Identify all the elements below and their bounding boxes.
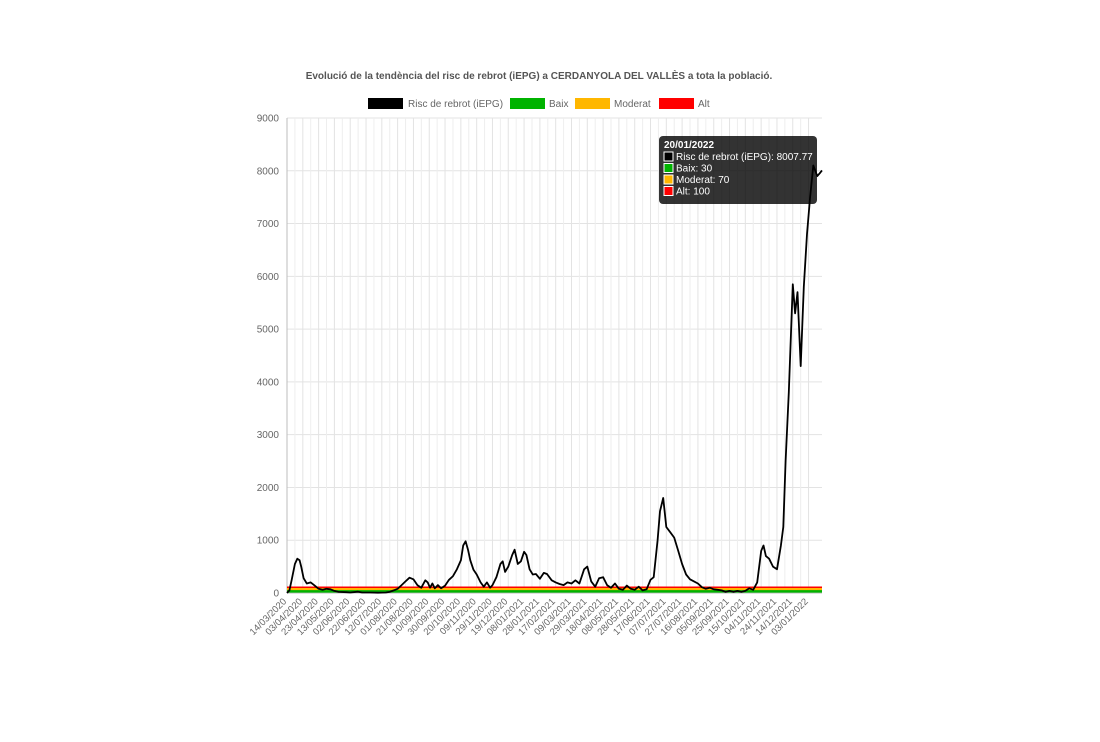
legend-label[interactable]: Risc de rebrot (iEPG) (408, 99, 503, 110)
y-tick-label: 1000 (257, 536, 280, 547)
y-tick-label: 2000 (257, 483, 280, 494)
tooltip-swatch (663, 151, 674, 162)
legend-label[interactable]: Baix (549, 99, 568, 110)
legend-label[interactable]: Moderat (614, 99, 651, 110)
tooltip-line: Moderat: 70 (676, 175, 730, 186)
tooltip-swatch (663, 174, 674, 185)
tooltip-swatch (663, 186, 674, 196)
legend[interactable]: Risc de rebrot (iEPG) Baix Moderat Alt (368, 98, 710, 110)
y-tick-label: 5000 (257, 325, 280, 336)
legend-swatch[interactable] (368, 98, 403, 109)
tooltip-line: Baix: 30 (676, 164, 713, 175)
legend-swatch[interactable] (659, 98, 694, 109)
tooltip-title: 20/01/2022 (664, 140, 714, 151)
y-tick-label: 0 (273, 589, 279, 600)
x-axis: 14/03/202003/04/202023/04/202013/05/2020… (248, 596, 811, 637)
chart-title: Evolució de la tendència del risc de reb… (306, 69, 773, 82)
legend-swatch[interactable] (510, 98, 545, 109)
y-tick-label: 8000 (257, 166, 280, 177)
legend-label[interactable]: Alt (698, 99, 710, 110)
y-tick-label: 4000 (257, 377, 280, 388)
series-line[interactable] (286, 164, 823, 594)
tooltip-line: Risc de rebrot (iEPG): 8007.77 (676, 152, 813, 163)
y-tick-label: 9000 (257, 114, 280, 125)
tooltip-line: Alt: 100 (676, 187, 710, 198)
y-axis: 0 1000 2000 3000 4000 5000 6000 7000 8000 9000 (257, 114, 280, 600)
y-tick-label: 3000 (257, 430, 280, 441)
y-tick-label: 7000 (257, 219, 280, 230)
y-tick-label: 6000 (257, 272, 280, 283)
grid (286, 117, 822, 594)
plot-area[interactable] (286, 164, 823, 594)
tooltip-swatch (663, 163, 674, 173)
legend-swatch[interactable] (575, 98, 610, 109)
tooltip-box (659, 136, 817, 204)
